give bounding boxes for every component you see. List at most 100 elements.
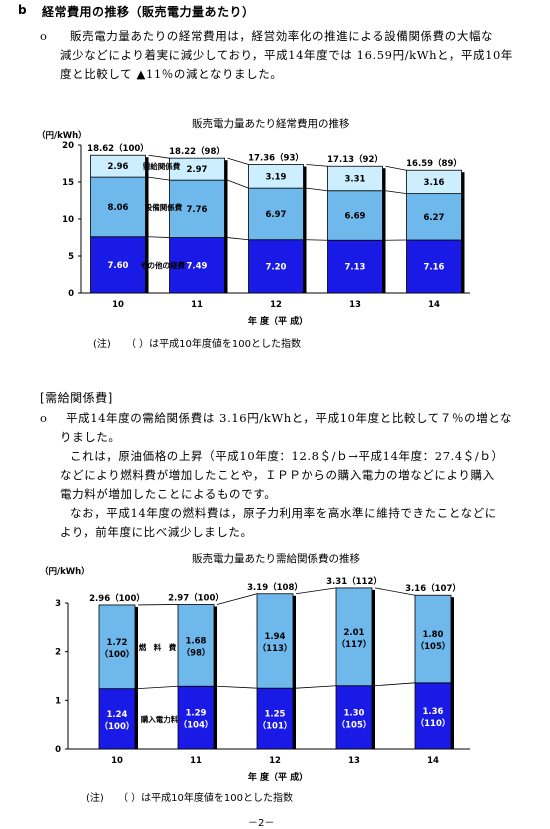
y-tick-label: 5: [68, 252, 74, 262]
x-tick-label: 14: [427, 756, 439, 766]
bar-shadow: [451, 597, 454, 749]
y-tick-label: 20: [62, 141, 74, 151]
bar-shadow: [372, 590, 375, 749]
data-label: 1.30: [344, 708, 365, 718]
data-label: 8.06: [108, 203, 129, 213]
data-label: （104）: [179, 720, 214, 731]
x-tick-label: 11: [191, 300, 203, 310]
bar-shadow: [293, 596, 296, 749]
x-tick-label: 10: [111, 756, 123, 766]
data-label: 1.94: [265, 632, 286, 642]
data-label: 3.31: [345, 174, 366, 184]
connector-line: [307, 165, 328, 167]
data-label: 1.25: [265, 710, 286, 720]
section-b-bullet: o: [40, 27, 48, 46]
data-label: （105）: [416, 641, 451, 652]
data-label: 7.20: [266, 262, 287, 272]
connector-line: [149, 237, 170, 238]
supply-line: りました。: [60, 428, 512, 447]
connector-line: [375, 683, 415, 686]
supply-paragraph: 平成14年度の需給関係費は 3.16円/kWhと，平成10年度と比較して７％の増…: [60, 409, 512, 542]
x-tick-label: 10: [112, 300, 124, 310]
supply-section-title: [需給関係費]: [40, 389, 113, 406]
x-axis-label: 年 度（平 成）: [248, 771, 308, 783]
connector-line: [307, 188, 328, 191]
bar-shadow: [135, 607, 138, 749]
total-label: 17.36（93）: [248, 153, 304, 164]
x-axis-label: 年 度（平 成）: [248, 315, 308, 327]
y-tick-label: 1: [55, 696, 61, 706]
total-label: 18.62（100）: [87, 143, 149, 154]
data-label: （113）: [258, 643, 293, 654]
data-label: 6.69: [345, 211, 366, 221]
total-label: 3.19（108）: [247, 582, 303, 593]
data-label: 7.13: [345, 263, 366, 273]
chart1: （円/kWh）051015207.608.062.9618.62（100）107…: [0, 122, 550, 362]
y-tick-label: 0: [55, 745, 61, 755]
connector-line: [386, 166, 407, 170]
data-label: 2.96: [108, 162, 129, 172]
chart2-note: （ ）は平成10年度値を100とした指数: [118, 789, 293, 804]
connector-line: [386, 191, 407, 194]
data-label: 1.68: [186, 636, 207, 646]
data-label: 1.29: [186, 709, 207, 719]
bar-shadow: [214, 606, 217, 749]
data-label: 1.72: [107, 638, 128, 648]
supply-line: などにより燃料費が増加したことや，ＩＰＰからの購入電力の増などにより購入: [60, 466, 512, 485]
data-label: 1.36: [423, 707, 444, 717]
bar-shadow: [304, 167, 307, 293]
section-b-paragraph: 販売電力量あたりの経常費用は，経営効率化の推進による設備関係費の大幅な 減少など…: [60, 27, 513, 84]
section-b-marker: b: [18, 3, 27, 17]
data-label: 6.27: [424, 213, 445, 223]
bar-shadow: [462, 172, 465, 293]
bar-shadow: [225, 160, 228, 293]
data-label: 7.16: [424, 263, 445, 273]
connector-line: [138, 686, 178, 688]
total-label: 2.96（100）: [89, 593, 145, 604]
y-unit-label: （円/kWh）: [37, 130, 87, 141]
total-label: 16.59（89）: [406, 158, 462, 169]
connector-line: [149, 177, 170, 180]
data-label: 1.80: [423, 630, 444, 640]
connector-line: [307, 240, 328, 241]
chart1-note-prefix: (注): [93, 335, 111, 350]
connector-line: [228, 180, 249, 188]
segment-name-label: 燃 料 費: [139, 642, 177, 652]
section-b-line: 度と比較して ▲11％の減となりました。: [60, 65, 513, 84]
x-tick-label: 11: [190, 756, 202, 766]
total-label: 2.97（100）: [168, 592, 224, 603]
section-b-line: 減少などにより着実に減少しており，平成14年度では 16.59円/kWhと，平成…: [60, 46, 513, 65]
y-unit-label: （円/kWh）: [40, 566, 90, 577]
data-label: 2.97: [187, 165, 208, 175]
y-tick-label: 10: [62, 215, 74, 225]
x-tick-label: 13: [349, 300, 361, 310]
y-tick-label: 15: [62, 178, 74, 188]
x-tick-label: 12: [270, 300, 282, 310]
supply-line: なお，平成14年度の燃料費は，原子力利用率を高水準に維持できたことなどに: [60, 504, 512, 523]
x-tick-label: 14: [428, 300, 440, 310]
segment-name-label: 購入電力料: [140, 714, 179, 724]
data-label: 7.76: [187, 205, 208, 215]
data-label: 1.24: [107, 710, 128, 720]
connector-line: [217, 686, 257, 688]
data-label: （101）: [258, 721, 293, 732]
data-label: 3.19: [266, 172, 287, 182]
data-label: （110）: [416, 718, 451, 729]
chart2: （円/kWh）01231.24（100）1.72（100）2.96（100）10…: [0, 556, 550, 796]
bar-shadow: [383, 168, 386, 293]
total-label: 3.16（107）: [405, 583, 461, 594]
total-label: 3.31（112）: [326, 576, 382, 587]
supply-line: これは，原油価格の上昇（平成10年度：12.8＄/ｂ→平成14年度：27.4＄/…: [60, 447, 512, 466]
y-tick-label: 2: [55, 648, 61, 658]
data-label: 6.97: [266, 210, 287, 220]
chart1-note: （ ）は平成10年度値を100とした指数: [126, 335, 301, 350]
data-label: （105）: [337, 719, 372, 730]
data-label: 7.49: [187, 261, 208, 271]
data-label: 2.01: [344, 628, 365, 638]
supply-line: より，前年度に比べ減少しました。: [60, 523, 512, 542]
total-label: 18.22（98）: [169, 146, 225, 157]
segment-name-label: 需給関係費: [143, 161, 181, 171]
connector-line: [149, 155, 170, 158]
segment-name-label: その他の経費: [140, 260, 185, 270]
section-b-line: 販売電力量あたりの経常費用は，経営効率化の推進による設備関係費の大幅な: [60, 27, 513, 46]
